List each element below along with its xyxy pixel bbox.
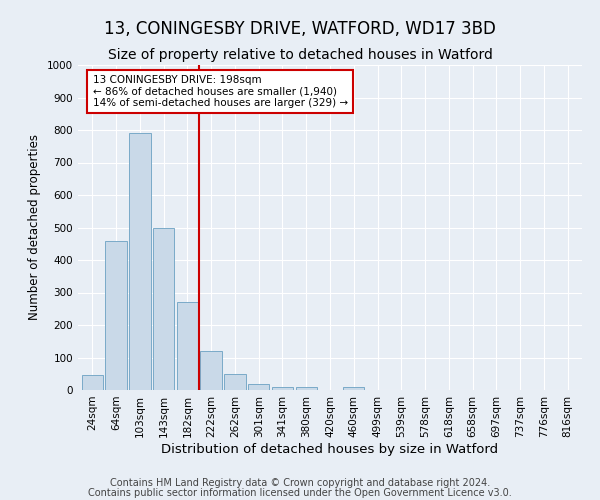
Bar <box>272 387 293 390</box>
Bar <box>248 384 269 390</box>
Bar <box>200 351 222 390</box>
Bar <box>106 240 127 390</box>
Text: Contains public sector information licensed under the Open Government Licence v3: Contains public sector information licen… <box>88 488 512 498</box>
Bar <box>176 302 198 390</box>
Bar <box>153 228 174 390</box>
Bar <box>296 387 317 390</box>
Text: Size of property relative to detached houses in Watford: Size of property relative to detached ho… <box>107 48 493 62</box>
Bar <box>82 374 103 390</box>
X-axis label: Distribution of detached houses by size in Watford: Distribution of detached houses by size … <box>161 442 499 456</box>
Y-axis label: Number of detached properties: Number of detached properties <box>28 134 41 320</box>
Text: Contains HM Land Registry data © Crown copyright and database right 2024.: Contains HM Land Registry data © Crown c… <box>110 478 490 488</box>
Bar <box>343 387 364 390</box>
Text: 13, CONINGESBY DRIVE, WATFORD, WD17 3BD: 13, CONINGESBY DRIVE, WATFORD, WD17 3BD <box>104 20 496 38</box>
Bar <box>129 133 151 390</box>
Text: 13 CONINGESBY DRIVE: 198sqm
← 86% of detached houses are smaller (1,940)
14% of : 13 CONINGESBY DRIVE: 198sqm ← 86% of det… <box>92 74 347 108</box>
Bar <box>224 374 245 390</box>
